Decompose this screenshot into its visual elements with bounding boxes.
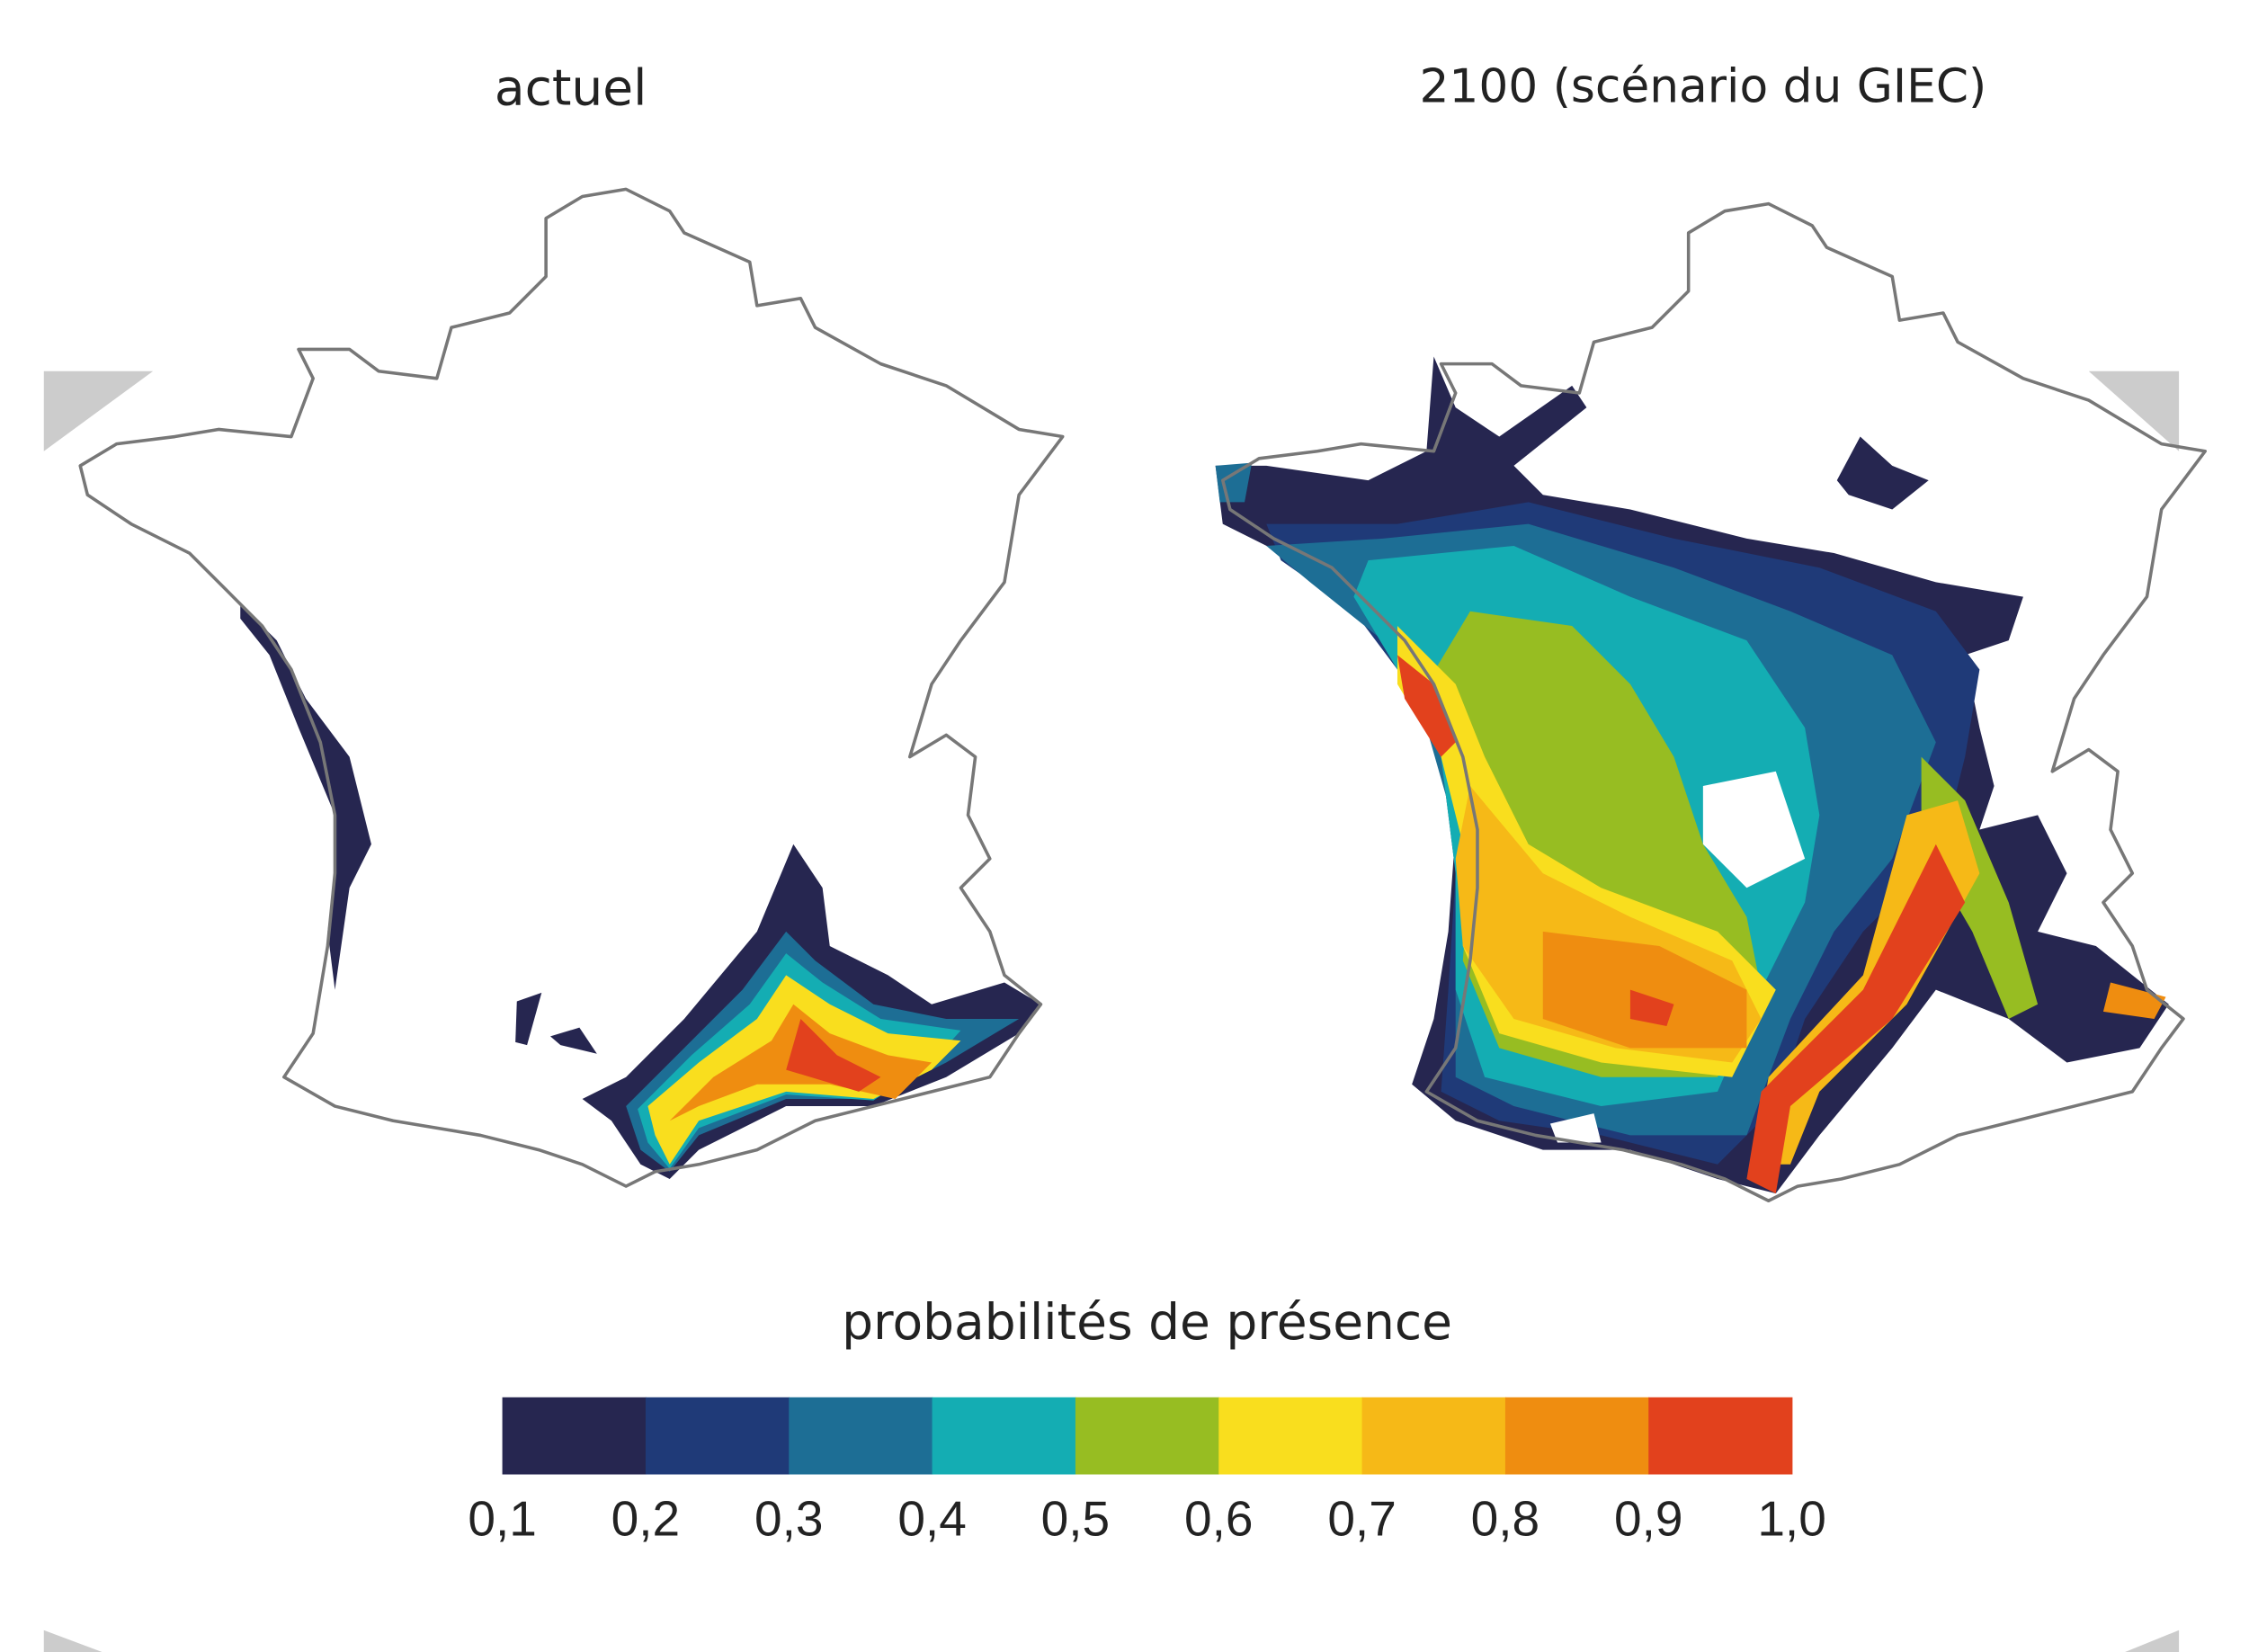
legend-swatch: [1648, 1397, 1793, 1475]
legend-tick-label: 0,9: [1614, 1491, 1682, 1547]
legend-tick-label: 0,3: [754, 1491, 823, 1547]
corner-mark: [2125, 1630, 2180, 1652]
region: [1746, 844, 1966, 1194]
legend-swatch: [1218, 1397, 1363, 1475]
region: [2102, 982, 2166, 1019]
corner-mark: [43, 371, 154, 451]
legend-swatch: [1504, 1397, 1650, 1475]
corner-mark: [43, 1630, 103, 1652]
legend-swatch: [789, 1397, 933, 1475]
region: [786, 1018, 881, 1092]
legend-swatch: [502, 1397, 647, 1475]
legend-tick-label: 0,1: [468, 1491, 536, 1547]
legend-swatch: [932, 1397, 1076, 1475]
region: [1542, 931, 1747, 1049]
map-current: [78, 187, 1065, 1188]
region: [1629, 989, 1674, 1027]
legend-tick-label: 1,0: [1757, 1491, 1825, 1547]
legend-tick-label: 0,2: [611, 1491, 680, 1547]
legend-tick-label: 0,5: [1041, 1491, 1110, 1547]
region: [240, 603, 371, 990]
region: [515, 992, 542, 1046]
gap: [1702, 771, 1806, 889]
legend-title: probabilités de présence: [842, 1293, 1452, 1351]
map-2100: [1215, 201, 2208, 1203]
legend-swatch: [1075, 1397, 1220, 1475]
legend-tick-label: 0,7: [1327, 1491, 1396, 1547]
corner-mark: [2088, 371, 2180, 451]
map-title: 2100 (scénario du GIEC): [1419, 59, 1986, 113]
legend-tick-label: 0,4: [897, 1491, 966, 1547]
region: [550, 1027, 597, 1054]
gap: [1549, 1113, 1602, 1143]
map-title: actuel: [495, 59, 647, 117]
region: [1836, 436, 1929, 510]
legend-tick-label: 0,6: [1184, 1491, 1253, 1547]
legend-swatch: [645, 1397, 790, 1475]
legend-swatch: [1361, 1397, 1506, 1475]
legend: 0,1 0,2 0,3 0,4 0,5 0,6 0,7 0,8 0,9 1,0: [468, 1397, 1826, 1547]
legend-tick-label: 0,8: [1471, 1491, 1539, 1547]
region: [1397, 655, 1456, 757]
